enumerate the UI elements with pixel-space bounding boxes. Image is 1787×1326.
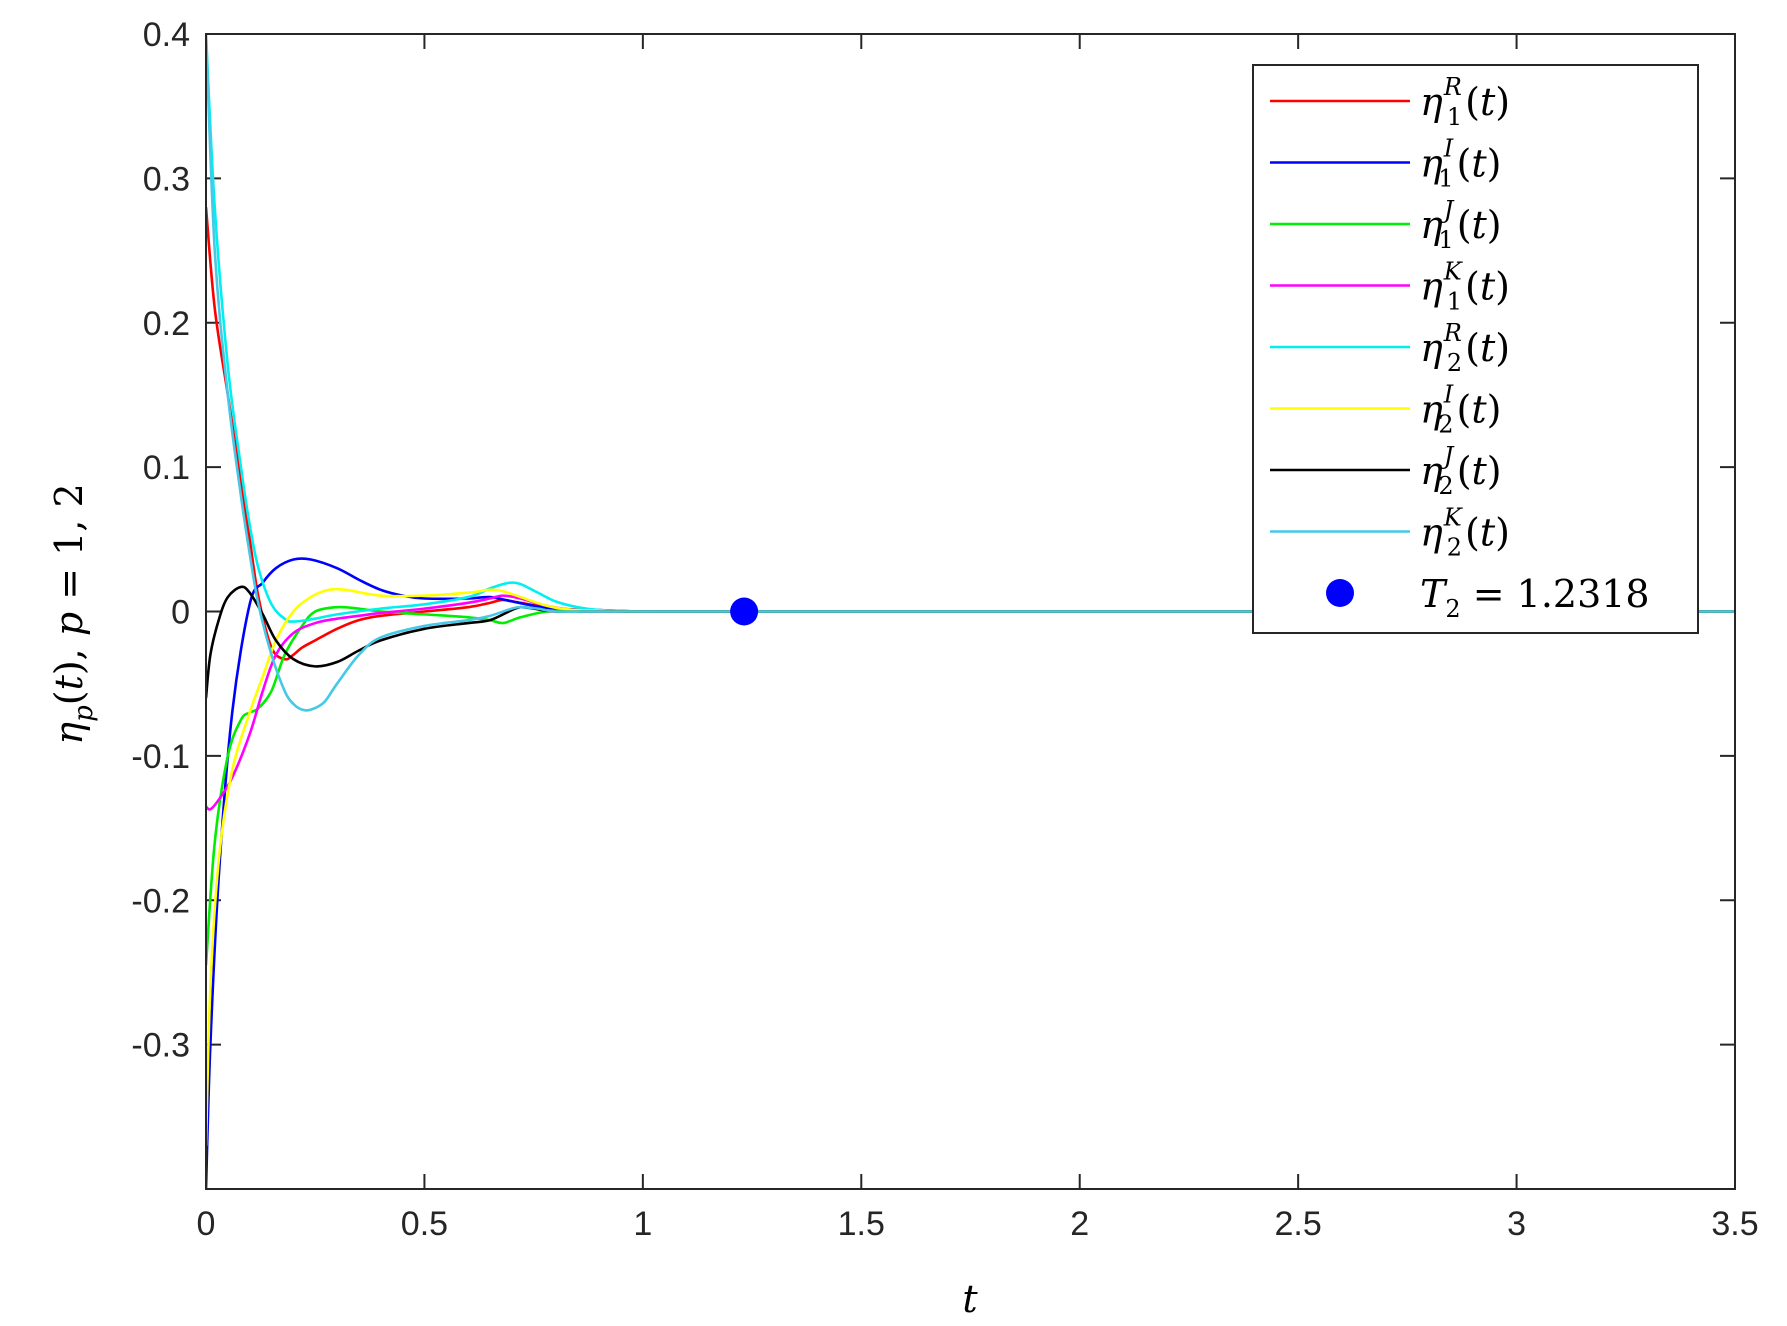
x-axis-label: t <box>962 1277 978 1321</box>
x-tick-label: 0 <box>197 1205 216 1243</box>
y-tick-label: -0.3 <box>131 1027 190 1065</box>
y-tick-label: 0.2 <box>143 305 190 343</box>
plot-frame <box>205 33 1736 1190</box>
x-tick-label: 1 <box>633 1205 652 1243</box>
legend-label: ηR 1(t) <box>1420 73 1510 131</box>
legend-label: ηK 2(t) <box>1420 504 1510 562</box>
x-tick-label: 2.5 <box>1275 1205 1322 1243</box>
y-tick-label: 0 <box>171 594 190 632</box>
svg-text:ηp(t), p = 1, 2: ηp(t), p = 1, 2 <box>47 483 99 744</box>
legend: ηR 1(t)ηI 1(t)ηJ 1(t)ηK 1(t)ηR 2(t)ηI 2(t)ηJ 2(… <box>1252 64 1699 634</box>
legend-item: ηK 1(t) <box>1270 258 1510 316</box>
y-tick-label: 0.1 <box>143 449 190 487</box>
tick-labels: 0 0.5 1 1.5 2 2.5 3 3.5 -0.3 -0.2 -0.1 0 0.1 0.2 0.3 0.… <box>131 16 1758 1243</box>
legend-item: ηI 1(t) <box>1270 135 1501 193</box>
legend-item: ηR 1(t) <box>1270 73 1510 131</box>
x-tick-label: 0.5 <box>401 1205 448 1243</box>
legend-item: ηJ 2(t) <box>1270 442 1502 500</box>
legend-label: ηI 2(t) <box>1420 381 1501 439</box>
series-line-8 <box>206 34 1735 712</box>
legend-item-marker: T2 = 1.2318 <box>1326 572 1650 623</box>
y-axis-label: ηp(t), p = 1, 2 <box>47 483 99 744</box>
legend-label: ηR 2(t) <box>1420 319 1510 377</box>
x-tick-label: 3 <box>1507 1205 1526 1243</box>
legend-item: ηJ 1(t) <box>1270 196 1502 254</box>
legend-marker-label: T2 = 1.2318 <box>1420 572 1650 623</box>
x-tick-label: 2 <box>1070 1205 1089 1243</box>
y-tick-label: -0.1 <box>131 738 190 776</box>
x-tick-label: 3.5 <box>1711 1205 1758 1243</box>
y-tick-label: 0.4 <box>143 16 190 54</box>
legend-marker-swatch <box>1326 579 1354 607</box>
x-tick-label: 1.5 <box>838 1205 885 1243</box>
legend-item: ηR 2(t) <box>1270 319 1510 377</box>
legend-label: ηJ 1(t) <box>1420 196 1502 254</box>
legend-item: ηI 2(t) <box>1270 381 1501 439</box>
series-layer <box>206 34 1735 1189</box>
y-tick-label: 0.3 <box>143 160 190 198</box>
y-tick-label: -0.2 <box>131 882 190 920</box>
marker-point <box>730 597 759 626</box>
legend-item: ηK 2(t) <box>1270 504 1510 562</box>
legend-label: ηI 1(t) <box>1420 135 1501 193</box>
legend-box <box>1252 64 1699 634</box>
legend-label: ηK 1(t) <box>1420 258 1510 316</box>
legend-label: ηJ 2(t) <box>1420 442 1502 500</box>
